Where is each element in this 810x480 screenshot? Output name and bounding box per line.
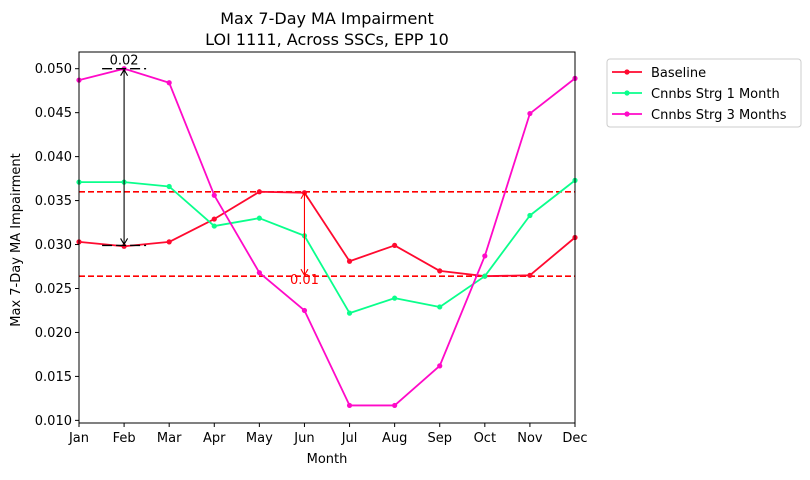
x-tick-label-nov: Nov [517, 431, 543, 446]
x-tick-label-jan: Jan [68, 431, 89, 446]
x-tick-label-mar: Mar [157, 431, 182, 446]
data-point-3-nov [527, 110, 533, 117]
x-tick-label-sep: Sep [427, 431, 452, 446]
annotation-arrow-head-top-2 [300, 191, 309, 200]
data-point-3-aug [392, 402, 398, 409]
x-tick-label-apr: Apr [203, 431, 226, 446]
data-point-2-jul [346, 310, 353, 316]
data-point-1-nov [527, 272, 533, 278]
x-tick-label-feb: Feb [113, 431, 136, 446]
x-tick-label-may: May [246, 431, 273, 446]
y-tick-label-1: 0.015 [35, 370, 72, 385]
annotation-arrow-head-bottom-1 [120, 238, 129, 246]
y-tick-label-4: 0.030 [35, 238, 72, 253]
data-point-3-apr [211, 192, 217, 198]
data-point-3-jul [346, 402, 353, 409]
data-point-2-sep [437, 304, 443, 310]
y-tick-label-6: 0.040 [35, 150, 72, 165]
plot-area: 0.02 0.01 Jan Feb Mar Apr May Jun Jul Aug Sep Oct No… [35, 51, 588, 446]
legend-label-3: Cnnbs Strg 3 Months [651, 108, 787, 123]
x-tick-label-aug: Aug [382, 431, 407, 446]
chart-title-line-2: LOI 1111, Across SSCs, EPP 10 [205, 30, 449, 49]
series-line-2 [79, 179, 576, 315]
data-point-1-mar [166, 239, 172, 245]
y-tick-label-0: 0.010 [35, 414, 72, 429]
y-tick-label-5: 0.035 [35, 194, 72, 209]
data-point-1-may [256, 189, 262, 195]
legend-box [606, 58, 802, 128]
data-point-1-jul [346, 258, 353, 264]
series-line-1 [78, 190, 576, 278]
data-point-2-oct [482, 273, 488, 279]
y-tick-label-7: 0.045 [35, 106, 72, 121]
x-tick-label-oct: Oct [474, 431, 496, 446]
legend-marker-1 [624, 69, 630, 75]
annotation-label-2: 0.01 [290, 273, 319, 288]
y-tick-label-8: 0.050 [35, 62, 72, 77]
series-line-3 [78, 67, 576, 407]
x-axis-label: Month [307, 452, 348, 467]
legend-marker-3 [624, 111, 630, 117]
data-point-3-oct [482, 253, 488, 259]
y-tick-label-3: 0.025 [35, 282, 72, 297]
data-point-3-may [256, 270, 262, 276]
data-point-1-apr [211, 216, 217, 222]
data-point-3-jun [301, 307, 308, 314]
data-point-2-aug [392, 295, 398, 301]
data-point-2-nov [527, 212, 533, 219]
legend-marker-2 [624, 90, 630, 96]
annotation-label-1: 0.02 [110, 54, 139, 69]
legend-label-2: Cnnbs Strg 1 Month [651, 87, 780, 102]
annotation-arrow-head-top-1 [120, 68, 129, 76]
annotation-arrow-head-bottom-2 [300, 268, 309, 277]
data-point-1-sep [437, 268, 443, 274]
axes-frame [78, 51, 576, 424]
data-point-2-apr [211, 223, 217, 229]
data-point-1-aug [392, 242, 398, 249]
chart-title-line-1: Max 7-Day MA Impairment [220, 9, 433, 28]
legend: Baseline Cnnbs Strg 1 Month Cnnbs Strg 3 M… [606, 58, 802, 128]
y-tick-label-2: 0.020 [35, 326, 72, 341]
legend-label-1: Baseline [651, 66, 706, 81]
data-point-2-mar [166, 183, 172, 190]
data-point-3-mar [166, 80, 172, 86]
x-tick-label-jun: Jun [293, 431, 314, 446]
x-tick-label-jul: Jul [341, 431, 358, 446]
data-point-3-sep [437, 363, 443, 369]
x-tick-label-dec: Dec [562, 431, 587, 446]
y-axis-label: Max 7-Day MA Impairment [9, 153, 24, 326]
data-point-2-may [256, 215, 262, 221]
